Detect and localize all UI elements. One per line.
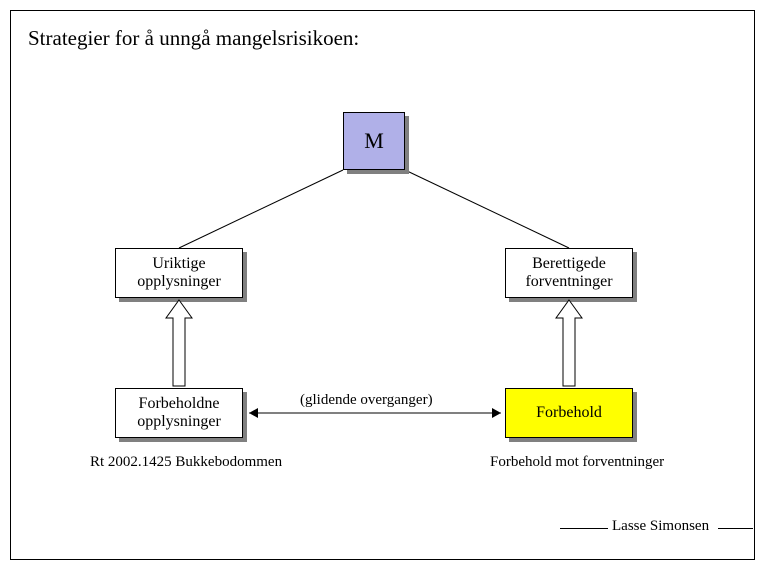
diagram-canvas: Strategier for å unngå mangelsrisikoen: … xyxy=(0,0,765,570)
footer-rule-left xyxy=(560,528,608,529)
double-arrow xyxy=(0,0,765,570)
mid-arrow-label: (glidende overganger) xyxy=(300,392,433,409)
caption-right: Forbehold mot forventninger xyxy=(490,454,664,471)
footer-author: Lasse Simonsen xyxy=(608,518,713,535)
caption-left: Rt 2002.1425 Bukkebodommen xyxy=(90,454,282,471)
footer-rule-right xyxy=(718,528,753,529)
